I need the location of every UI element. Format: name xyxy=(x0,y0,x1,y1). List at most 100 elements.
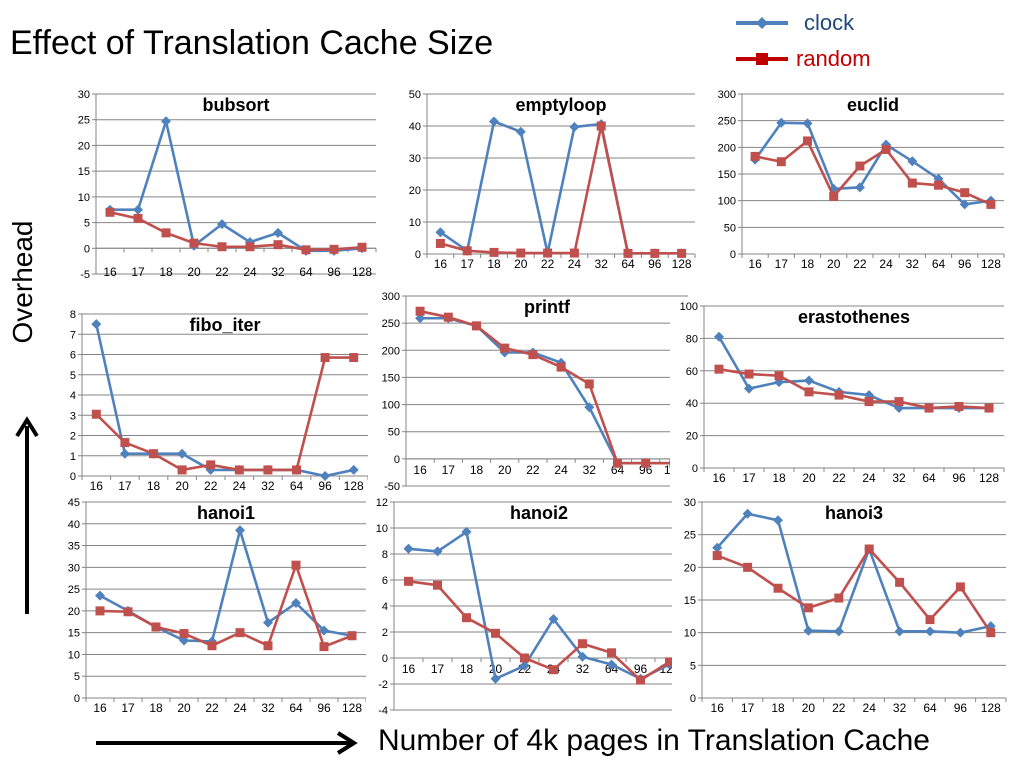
x-tick-label: 18 xyxy=(487,257,501,271)
y-tick-label: 250 xyxy=(718,116,736,128)
data-point-random xyxy=(613,458,622,468)
page-title: Effect of Translation Cache Size xyxy=(10,24,494,62)
x-tick-label: 17 xyxy=(775,257,789,271)
data-point-clock xyxy=(606,659,617,670)
x-tick-label: 22 xyxy=(215,265,229,278)
data-point-clock xyxy=(548,614,559,624)
y-tick-label: -4 xyxy=(378,705,388,714)
chart-title: emptyloop xyxy=(515,95,606,115)
data-point-random xyxy=(607,648,616,658)
data-point-random xyxy=(750,151,760,161)
data-point-random xyxy=(415,306,425,316)
data-point-random xyxy=(834,390,844,400)
data-point-random xyxy=(623,248,633,258)
y-tick-label: 35 xyxy=(68,541,80,553)
data-point-clock xyxy=(894,626,905,637)
x-tick-label: 24 xyxy=(554,463,568,477)
chart-panel-euclid: 0 50 100 150 200 250 300 16 17 18 20 22 24 32 64 96 128 e… xyxy=(700,86,1010,278)
data-point-random xyxy=(207,641,217,651)
data-point-clock xyxy=(273,227,283,238)
data-point-random xyxy=(329,244,339,254)
x-tick-label: 18 xyxy=(801,257,815,271)
data-point-random xyxy=(774,371,784,381)
y-tick-label: 100 xyxy=(718,196,736,208)
chart-emptyloop: 0 10 20 30 40 50 16 17 18 20 22 24 32 64 96 128 emptyloo… xyxy=(409,89,696,271)
series-line-clock xyxy=(420,316,674,465)
series-line-random xyxy=(109,211,363,252)
y-axis-label: Overhead xyxy=(7,220,38,344)
data-point-random xyxy=(189,238,199,248)
data-point-clock xyxy=(712,542,723,553)
y-tick-label: 15 xyxy=(684,595,696,607)
data-point-random xyxy=(91,409,101,419)
data-point-random xyxy=(443,312,453,322)
y-tick-label: 1 xyxy=(70,451,76,463)
x-tick-label: 32 xyxy=(576,662,590,676)
x-tick-label: 16 xyxy=(402,662,416,676)
chart-panel-erastothenes: 0 20 40 60 80 100 16 17 18 20 22 24 32 64 96 128 erastot… xyxy=(670,298,1012,494)
x-tick-label: 18 xyxy=(772,471,786,485)
x-tick-label: 24 xyxy=(243,265,257,278)
y-tick-label: 20 xyxy=(409,185,421,197)
y-tick-label: 300 xyxy=(382,291,400,303)
y-tick-label: 200 xyxy=(382,345,400,357)
data-point-random xyxy=(543,248,553,258)
data-point-random xyxy=(677,248,687,258)
data-point-random xyxy=(894,397,904,407)
data-point-clock xyxy=(854,182,865,193)
data-point-random xyxy=(907,178,917,188)
data-point-random xyxy=(744,369,754,379)
y-tick-label: 15 xyxy=(68,628,80,640)
data-point-random xyxy=(292,465,301,475)
y-tick-label: 5 xyxy=(70,370,76,382)
x-tick-label: 17 xyxy=(442,463,456,477)
x-axis-label: Number of 4k pages in Translation Cache xyxy=(378,724,930,757)
data-point-random xyxy=(105,207,115,217)
x-tick-label: 24 xyxy=(233,701,247,715)
x-tick-label: 16 xyxy=(711,701,725,715)
data-point-clock xyxy=(179,635,189,646)
chart-hanoi2: -4-2024681012161718202224326496128hanoi2 xyxy=(376,497,685,714)
data-point-random xyxy=(349,353,359,363)
data-point-random xyxy=(864,397,874,407)
data-point-clock xyxy=(263,617,273,628)
y-tick-label: 15 xyxy=(78,166,90,178)
data-point-random xyxy=(320,353,330,363)
y-tick-label: 20 xyxy=(78,140,90,152)
x-tick-label: 96 xyxy=(327,265,341,278)
x-tick-label: 22 xyxy=(853,257,867,271)
series-line-clock xyxy=(754,121,992,206)
series-line-clock xyxy=(439,120,682,255)
y-tick-label: 8 xyxy=(70,309,76,321)
y-tick-label: 0 xyxy=(690,693,696,705)
data-point-clock xyxy=(432,546,443,557)
series-line-clock xyxy=(95,323,354,478)
chart-title: hanoi2 xyxy=(510,503,568,523)
data-point-random xyxy=(712,551,722,561)
x-tick-label: 64 xyxy=(299,265,313,278)
data-point-random xyxy=(556,362,566,372)
data-point-clock xyxy=(205,464,216,475)
x-tick-label: 24 xyxy=(879,257,893,271)
data-point-random xyxy=(462,246,472,256)
data-point-random xyxy=(433,580,442,590)
data-point-clock xyxy=(320,471,331,481)
y-tick-label: 300 xyxy=(718,89,736,101)
y-tick-label: 25 xyxy=(68,584,80,596)
data-point-clock xyxy=(91,319,102,330)
x-tick-label: 32 xyxy=(261,701,275,715)
x-tick-label: 17 xyxy=(741,701,755,715)
data-point-clock xyxy=(119,448,130,459)
y-tick-label: 100 xyxy=(382,400,400,412)
series-line-random xyxy=(718,367,990,410)
x-tick-label: 22 xyxy=(204,479,218,493)
data-point-random xyxy=(149,449,158,459)
x-tick-label: 17 xyxy=(461,257,475,271)
legend: clock random xyxy=(732,6,902,72)
data-point-random xyxy=(177,465,187,475)
y-tick-label: 4 xyxy=(382,601,388,613)
x-tick-label: 64 xyxy=(922,471,936,485)
x-tick-label: 18 xyxy=(147,479,161,493)
series-line-random xyxy=(419,309,674,465)
chart-panel-hanoi3: 0 5 10 15 20 25 30 16 17 18 20 22 24 32 64 96 128 hanoi3 xyxy=(672,494,1012,724)
